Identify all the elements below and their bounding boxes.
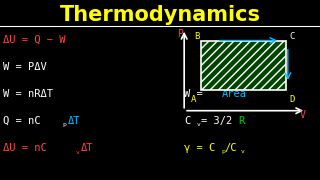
Text: ΔU = Q − W: ΔU = Q − W — [3, 35, 66, 45]
Text: C: C — [184, 116, 190, 126]
Text: Area: Area — [222, 89, 247, 99]
Text: D: D — [289, 94, 294, 103]
Text: /C: /C — [225, 143, 237, 153]
Text: Q = nC: Q = nC — [3, 116, 41, 126]
Text: C: C — [289, 32, 294, 41]
Bar — [201, 41, 286, 90]
Text: γ = C: γ = C — [184, 143, 215, 153]
Text: V: V — [300, 110, 306, 120]
Text: v: v — [241, 149, 245, 154]
Text: W =: W = — [184, 89, 209, 99]
Text: p: p — [222, 149, 226, 154]
Text: R: R — [238, 116, 245, 126]
Text: v: v — [76, 150, 80, 155]
Text: P: P — [178, 29, 183, 39]
Text: ΔT: ΔT — [81, 143, 93, 153]
Text: ΔT: ΔT — [68, 116, 80, 126]
Text: W = nRΔT: W = nRΔT — [3, 89, 53, 99]
Text: p: p — [63, 122, 67, 127]
Text: B: B — [195, 32, 200, 41]
Text: = 3/2: = 3/2 — [201, 116, 232, 126]
Text: ΔU = nC: ΔU = nC — [3, 143, 47, 153]
Text: W = PΔV: W = PΔV — [3, 62, 47, 72]
Text: Thermodynamics: Thermodynamics — [60, 5, 260, 25]
Text: v: v — [196, 122, 200, 127]
Text: A: A — [191, 94, 196, 103]
